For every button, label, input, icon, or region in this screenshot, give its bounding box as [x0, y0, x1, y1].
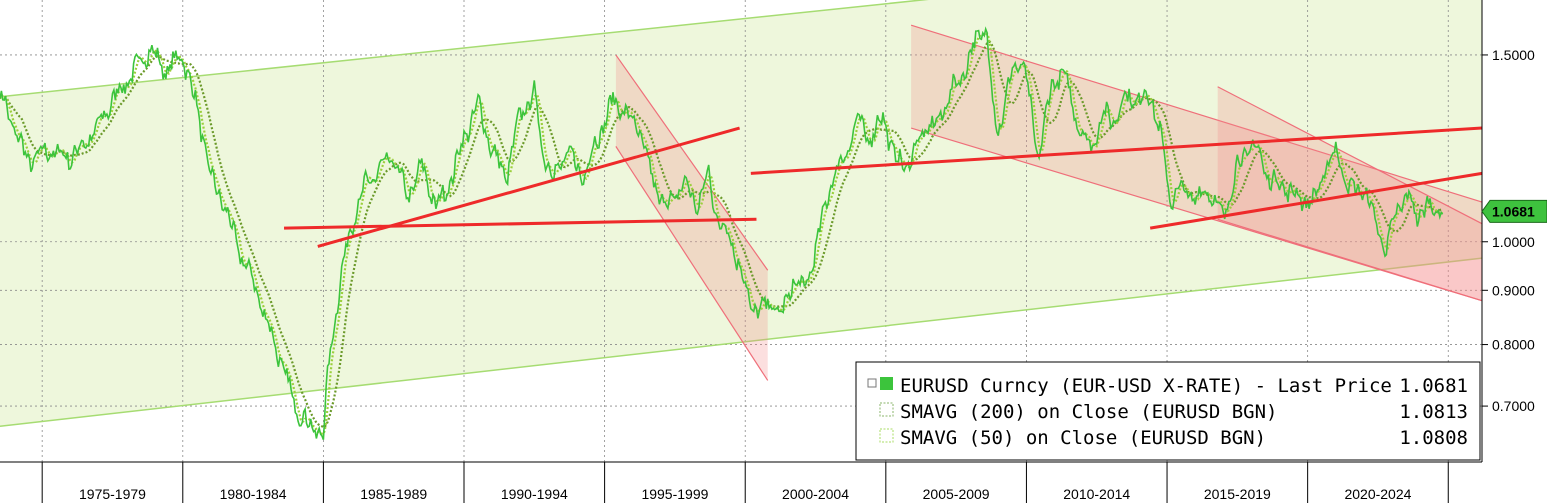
x-tick-label: 2010-2014 — [1063, 486, 1130, 502]
trend-line — [317, 126, 740, 248]
legend-swatch-sma200 — [879, 402, 894, 417]
legend-entry-value: 1.0681 — [1399, 375, 1468, 397]
legend-swatch-price — [880, 377, 893, 390]
legend-entry-name: SMAVG (200) on Close (EURUSD BGN) — [900, 401, 1278, 423]
x-tick-label: 1980-1984 — [220, 486, 287, 502]
legend-collapse-icon — [867, 378, 877, 388]
down-channel-upper — [1217, 86, 1483, 225]
channel-upper-line — [0, 0, 929, 98]
trend-line — [750, 126, 1483, 175]
legend-box — [855, 361, 1481, 461]
legend-entry-value: 1.0813 — [1399, 401, 1468, 423]
x-tick-label: 1985-1989 — [360, 486, 427, 502]
down-channel-lower — [1217, 218, 1483, 302]
sma-50-line — [0, 32, 1443, 436]
y-tick-label: 0.7000 — [1492, 398, 1535, 414]
x-tick-label: 2015-2019 — [1204, 486, 1271, 502]
legend-entry-value: 1.0808 — [1399, 427, 1468, 449]
legend-entry-name: EURUSD Curncy (EUR-USD X-RATE) - Last Pr… — [900, 375, 1392, 397]
x-tick-label: 2020-2024 — [1344, 486, 1411, 502]
trend-line — [283, 217, 757, 230]
price-line — [0, 26, 1444, 440]
last-price-tag — [1481, 199, 1547, 223]
legend-swatch-sma50 — [879, 428, 894, 443]
y-tick-label: 1.5000 — [1492, 47, 1535, 63]
down-channel-fill — [911, 25, 1482, 301]
long-term-channel-fill — [0, 0, 1482, 427]
legend-entry-name: SMAVG (50) on Close (EURUSD BGN) — [900, 427, 1266, 449]
down-channel-lower — [615, 146, 769, 381]
y-tick-label: 1.0000 — [1492, 234, 1535, 250]
last-price-tag-text: 1.0681 — [1492, 203, 1535, 219]
right-axis-panel — [1482, 0, 1547, 503]
x-tick-label: 2000-2004 — [782, 486, 849, 502]
down-channel-upper — [615, 54, 769, 271]
y-tick-label: 0.8000 — [1492, 337, 1535, 353]
x-tick-label: 1975-1979 — [79, 486, 146, 502]
channel-lower-line — [0, 257, 1483, 428]
trend-line — [1149, 171, 1483, 230]
x-tick-label: 2005-2009 — [923, 486, 990, 502]
x-tick-label: 1995-1999 — [641, 486, 708, 502]
sma-200-line — [0, 40, 1443, 429]
down-channel-upper — [910, 24, 1483, 203]
legend: EURUSD Curncy (EUR-USD X-RATE) - Last Pr… — [855, 361, 1481, 461]
bottom-axis-panel — [0, 462, 1482, 503]
y-tick-label: 0.9000 — [1492, 282, 1535, 298]
down-channel-fill — [615, 54, 768, 381]
x-tick-label: 1990-1994 — [501, 486, 568, 502]
